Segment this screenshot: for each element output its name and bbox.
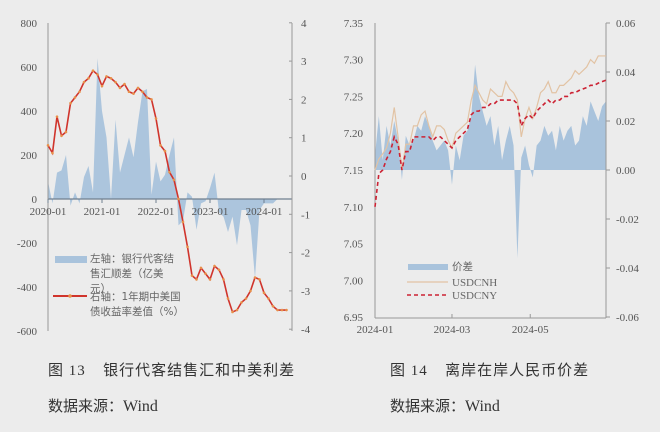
- figure-13-number: 图 13: [48, 363, 86, 379]
- x-tick-label: 2022-01: [138, 206, 175, 218]
- y-left-tick-label: 7.00: [344, 275, 364, 287]
- y-right-tick-label: 0.00: [616, 165, 636, 177]
- chart-fx-settlement-vs-yield-spread: 800 600 400 200 0 -200 -400 -600 4 3 2 1 0 -1 -2 -3 -4 20…: [17, 18, 311, 338]
- area-series-fx-settlement: [48, 58, 282, 279]
- x-tick-label: 2023-01: [192, 206, 229, 218]
- y-left-tick-label: 600: [21, 62, 38, 74]
- y-left-tick-label: 0: [32, 194, 38, 206]
- y-left-tick-label: 200: [21, 150, 38, 162]
- y-left-tick-label: 7.10: [344, 202, 364, 214]
- legend-label-left-1: 左轴：银行代客结: [90, 252, 174, 265]
- x-tick-label: 2024-01: [357, 324, 394, 336]
- y-left-tick-label: 7.25: [344, 91, 364, 103]
- figure-13-source-label: 数据来源：: [48, 397, 124, 415]
- legend: 价差 USDCNH USDCNY: [407, 260, 497, 302]
- figure-14-number: 图 14: [390, 363, 428, 379]
- line-series-yield-spread: [46, 69, 288, 314]
- y-left-tick-label: 7.15: [344, 165, 364, 177]
- figure-13-title: 银行代客结售汇和中美利差: [103, 361, 296, 379]
- y-right-tick-label: 0.04: [616, 67, 636, 79]
- y-right-tick-label: -3: [301, 286, 311, 298]
- y-left-tick-label: -400: [17, 282, 38, 294]
- legend-label-usdcnh: USDCNH: [452, 277, 497, 289]
- x-tick-label: 2020-01: [30, 206, 67, 218]
- legend-label-right-2: 债收益率差值（%）: [90, 305, 184, 318]
- figure-14-source-label: 数据来源：: [390, 397, 466, 415]
- x-tick-label: 2024-03: [434, 324, 471, 336]
- y-right-tick-label: -0.06: [616, 312, 639, 324]
- y-right-tick-label: -1: [301, 209, 310, 221]
- area-series-spread: [375, 64, 606, 259]
- y-right-tick-label: -2: [301, 248, 310, 260]
- y-left-tick-label: 7.05: [344, 239, 364, 251]
- axis-ticks: 7.35 7.30 7.25 7.20 7.15 7.10 7.05 7.00 6.95 0.06…: [344, 18, 640, 336]
- y-left-tick-label: -200: [17, 238, 38, 250]
- y-right-tick-label: 0.06: [616, 18, 636, 30]
- figure-13-caption: 图 13 银行代客结售汇和中美利差: [48, 359, 295, 380]
- y-right-tick-label: 4: [301, 18, 307, 30]
- x-tick-label: 2021-01: [84, 206, 121, 218]
- y-left-tick-label: 800: [21, 18, 38, 30]
- x-tick-label: 2024-05: [512, 324, 549, 336]
- y-left-tick-label: 7.20: [344, 128, 364, 140]
- figure-14-title: 离岸在岸人民币价差: [445, 361, 590, 379]
- legend-label-left-3: 元）: [90, 283, 111, 295]
- y-right-tick-label: 3: [301, 56, 307, 68]
- y-right-tick-label: -0.02: [616, 214, 639, 226]
- y-right-tick-label: 1: [301, 133, 307, 145]
- legend-label-usdcny: USDCNY: [452, 290, 497, 302]
- y-left-tick-label: 6.95: [344, 312, 364, 324]
- figure-13-source-value: Wind: [123, 398, 158, 415]
- line-series-usdcnh-usdcny: [374, 55, 607, 207]
- y-left-tick-label: -600: [17, 326, 38, 338]
- x-tick-label: 2024-01: [246, 206, 283, 218]
- axis-ticks: 800 600 400 200 0 -200 -400 -600 4 3 2 1 0 -1 -2 -3 -4 20…: [17, 18, 311, 338]
- legend-label-spread: 价差: [452, 260, 473, 273]
- legend-swatch-area: [55, 256, 87, 263]
- legend-label-right-1: 右轴：1年期中美国: [90, 290, 181, 303]
- figure-14-source: 数据来源：Wind: [390, 395, 500, 416]
- figure-13-source: 数据来源：Wind: [48, 395, 158, 416]
- y-left-tick-label: 7.35: [344, 18, 364, 30]
- figure-14-source-value: Wind: [465, 398, 500, 415]
- y-left-tick-label: 7.30: [344, 55, 364, 67]
- legend: 左轴：银行代客结 售汇顺差（亿美 元） 右轴：1年期中美国 债收益率差值（%）: [53, 252, 184, 318]
- y-right-tick-label: 2: [301, 94, 307, 106]
- y-left-tick-label: 400: [21, 106, 38, 118]
- figure-14-caption: 图 14 离岸在岸人民币价差: [390, 359, 589, 380]
- y-right-tick-label: 0: [301, 171, 307, 183]
- legend-label-left-2: 售汇顺差（亿美: [90, 267, 164, 280]
- y-right-tick-label: -4: [301, 324, 311, 336]
- legend-swatch-spread: [408, 264, 448, 270]
- y-right-tick-label: 0.02: [616, 116, 635, 128]
- y-right-tick-label: -0.04: [616, 263, 639, 275]
